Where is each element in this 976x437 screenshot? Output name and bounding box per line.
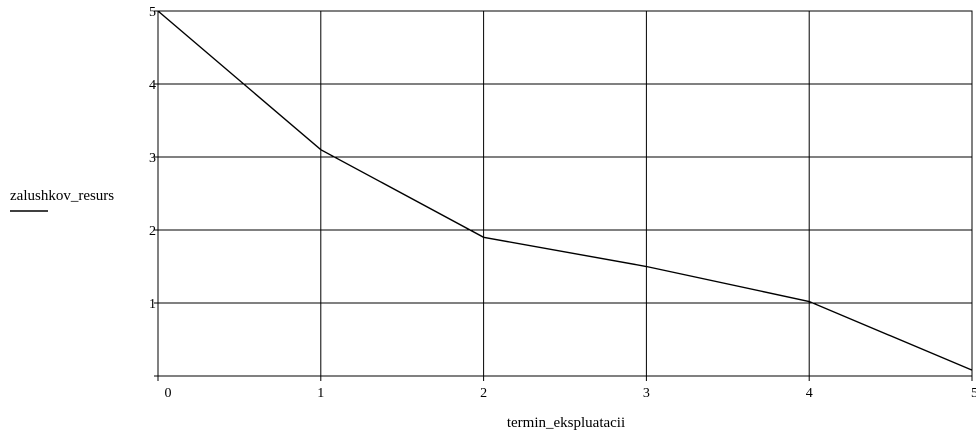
y-tick-label: 2 <box>149 224 156 239</box>
y-tick-label: 1 <box>149 297 156 312</box>
x-axis-label: termin_ekspluatacii <box>507 415 625 431</box>
x-tick-label: 0 <box>165 386 172 401</box>
x-tick-label: 2 <box>480 386 487 401</box>
x-tick-label: 5 <box>971 386 976 401</box>
y-axis-label: zalushkov_resurs <box>10 188 114 204</box>
y-tick-label: 5 <box>149 5 156 20</box>
x-tick-label: 1 <box>317 386 324 401</box>
x-tick-label: 4 <box>806 386 813 401</box>
axes <box>154 10 973 381</box>
y-tick-label: 4 <box>149 78 156 93</box>
y-tick-labels: 1 2 3 4 5 <box>149 5 156 312</box>
x-tick-label: 3 <box>643 386 650 401</box>
plot-frame <box>157 10 973 377</box>
x-tick-labels: 0 1 2 3 4 5 <box>165 386 976 401</box>
y-tick-label: 3 <box>149 151 156 166</box>
series-group <box>157 10 973 371</box>
grid-lines <box>158 11 972 376</box>
series-line <box>157 10 973 371</box>
